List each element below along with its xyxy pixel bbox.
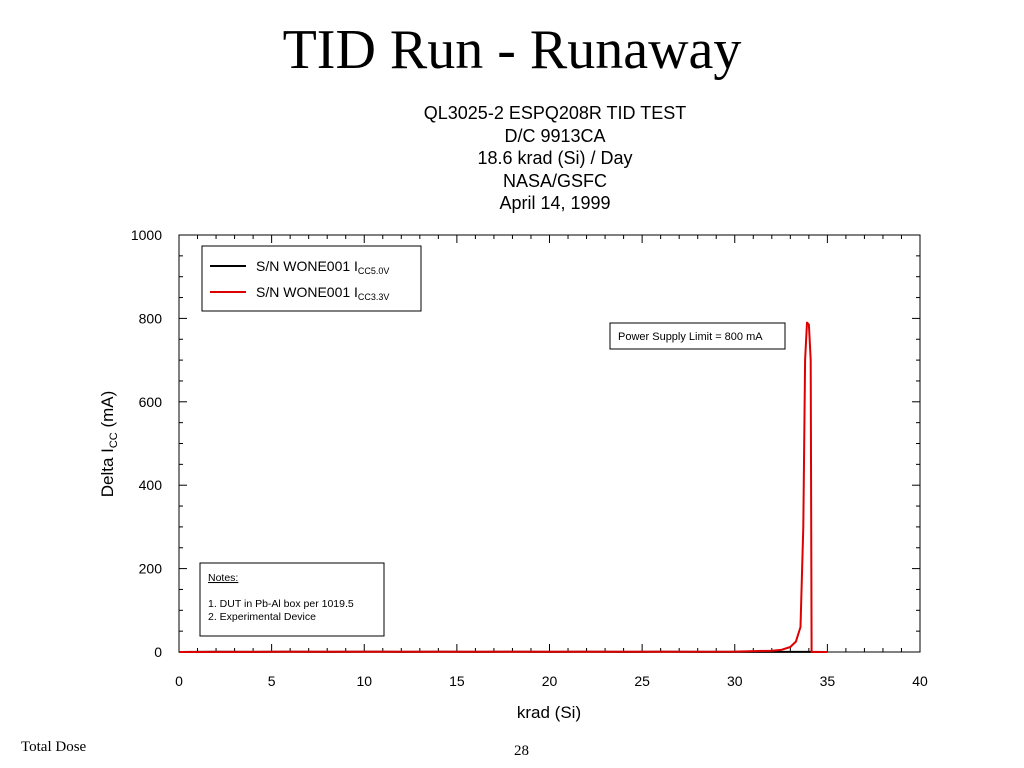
x-tick-label: 35 [820,673,836,689]
legend-label: S/N WONE001 ICC3.3V [256,284,389,302]
x-axis-label: krad (Si) [517,703,581,722]
chart-title-line: 18.6 krad (Si) / Day [477,148,633,168]
series-layer [178,321,828,653]
legend-label: S/N WONE001 ICC5.0V [256,258,389,276]
y-tick-label: 400 [139,477,163,493]
x-tick-label: 30 [727,673,743,689]
x-tick-label: 25 [634,673,650,689]
chart-title-line: QL3025-2 ESPQ208R TID TEST [423,103,687,123]
x-tick-label: 15 [449,673,465,689]
legend: S/N WONE001 ICC5.0V S/N WONE001 ICC3.3V [201,245,422,312]
notes-line: 1. DUT in Pb-Al box per 1019.5 [208,598,354,610]
annotation-text: Power Supply Limit = 800 mA [618,331,763,343]
chart-title: QL3025-2 ESPQ208R TID TEST D/C 9913CA 18… [395,102,715,215]
x-tick-label: 40 [912,673,928,689]
annotation: Power Supply Limit = 800 mA [609,322,786,350]
chart-title-line: NASA/GSFC [502,170,608,191]
y-axis-label: Delta ICC (mA) [98,391,120,498]
y-tick-label: 600 [139,394,163,410]
chart-title-line: D/C 9913CA [504,125,606,146]
x-tick-label: 5 [268,673,276,689]
annotation-box [609,322,786,350]
y-tick-label: 1000 [131,227,162,243]
series-line-1 [178,321,828,653]
notes-heading: Notes: [208,572,238,584]
x-tick-label: 10 [356,673,372,689]
notes-line: 2. Experimental Device [208,611,316,623]
slide-title: TID Run - Runaway [282,19,742,81]
page-number: 28 [514,743,529,759]
x-tick-label: 0 [175,673,183,689]
footer-label: Total Dose [21,739,87,755]
y-tick-label: 0 [154,644,162,660]
y-tick-label: 200 [139,561,163,577]
chart-title-line: April 14, 1999 [499,193,611,213]
y-tick-label: 800 [139,310,163,326]
legend-box [201,245,422,312]
notes: Notes: 1. DUT in Pb-Al box per 1019.5 2.… [199,562,385,637]
notes-box [199,562,385,637]
x-tick-label: 20 [542,673,558,689]
